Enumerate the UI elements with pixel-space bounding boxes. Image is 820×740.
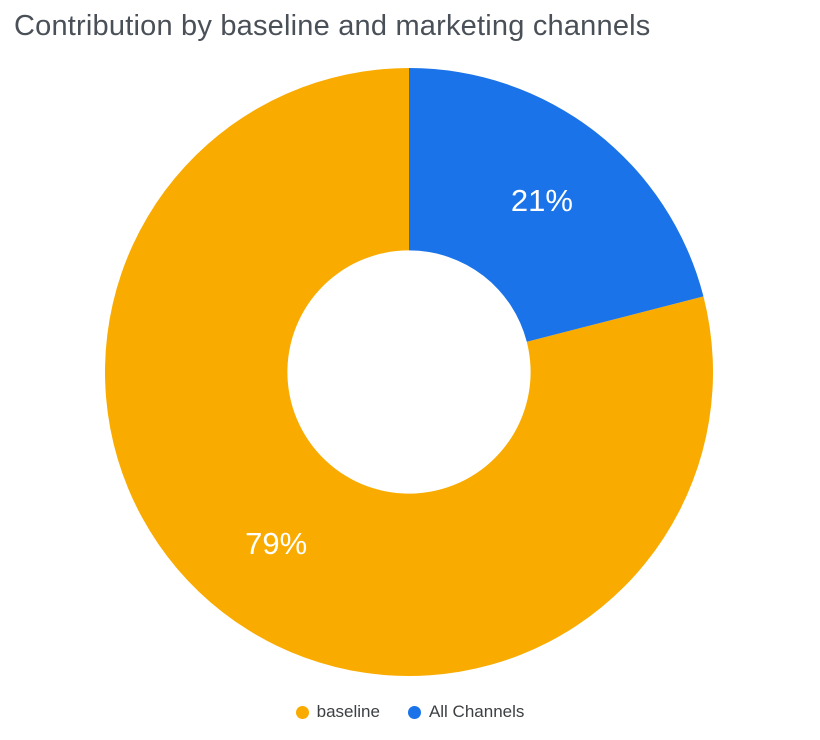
legend-item-baseline[interactable]: baseline bbox=[295, 702, 380, 722]
slice-label-baseline: 79% bbox=[245, 526, 307, 561]
legend-swatch-icon bbox=[295, 705, 309, 719]
legend-label: baseline bbox=[316, 702, 380, 721]
chart-title: Contribution by baseline and marketing c… bbox=[14, 10, 651, 42]
legend-swatch-icon bbox=[407, 705, 421, 719]
pie-slice-baseline[interactable] bbox=[105, 68, 714, 676]
slice-label-all-channels: 21% bbox=[511, 183, 573, 218]
pie-slice-all-channels[interactable] bbox=[409, 68, 704, 342]
legend-label: All Channels bbox=[428, 702, 525, 721]
legend-item-all-channels[interactable]: All Channels bbox=[407, 702, 525, 722]
chart-legend: baseline All Channels bbox=[0, 702, 820, 722]
